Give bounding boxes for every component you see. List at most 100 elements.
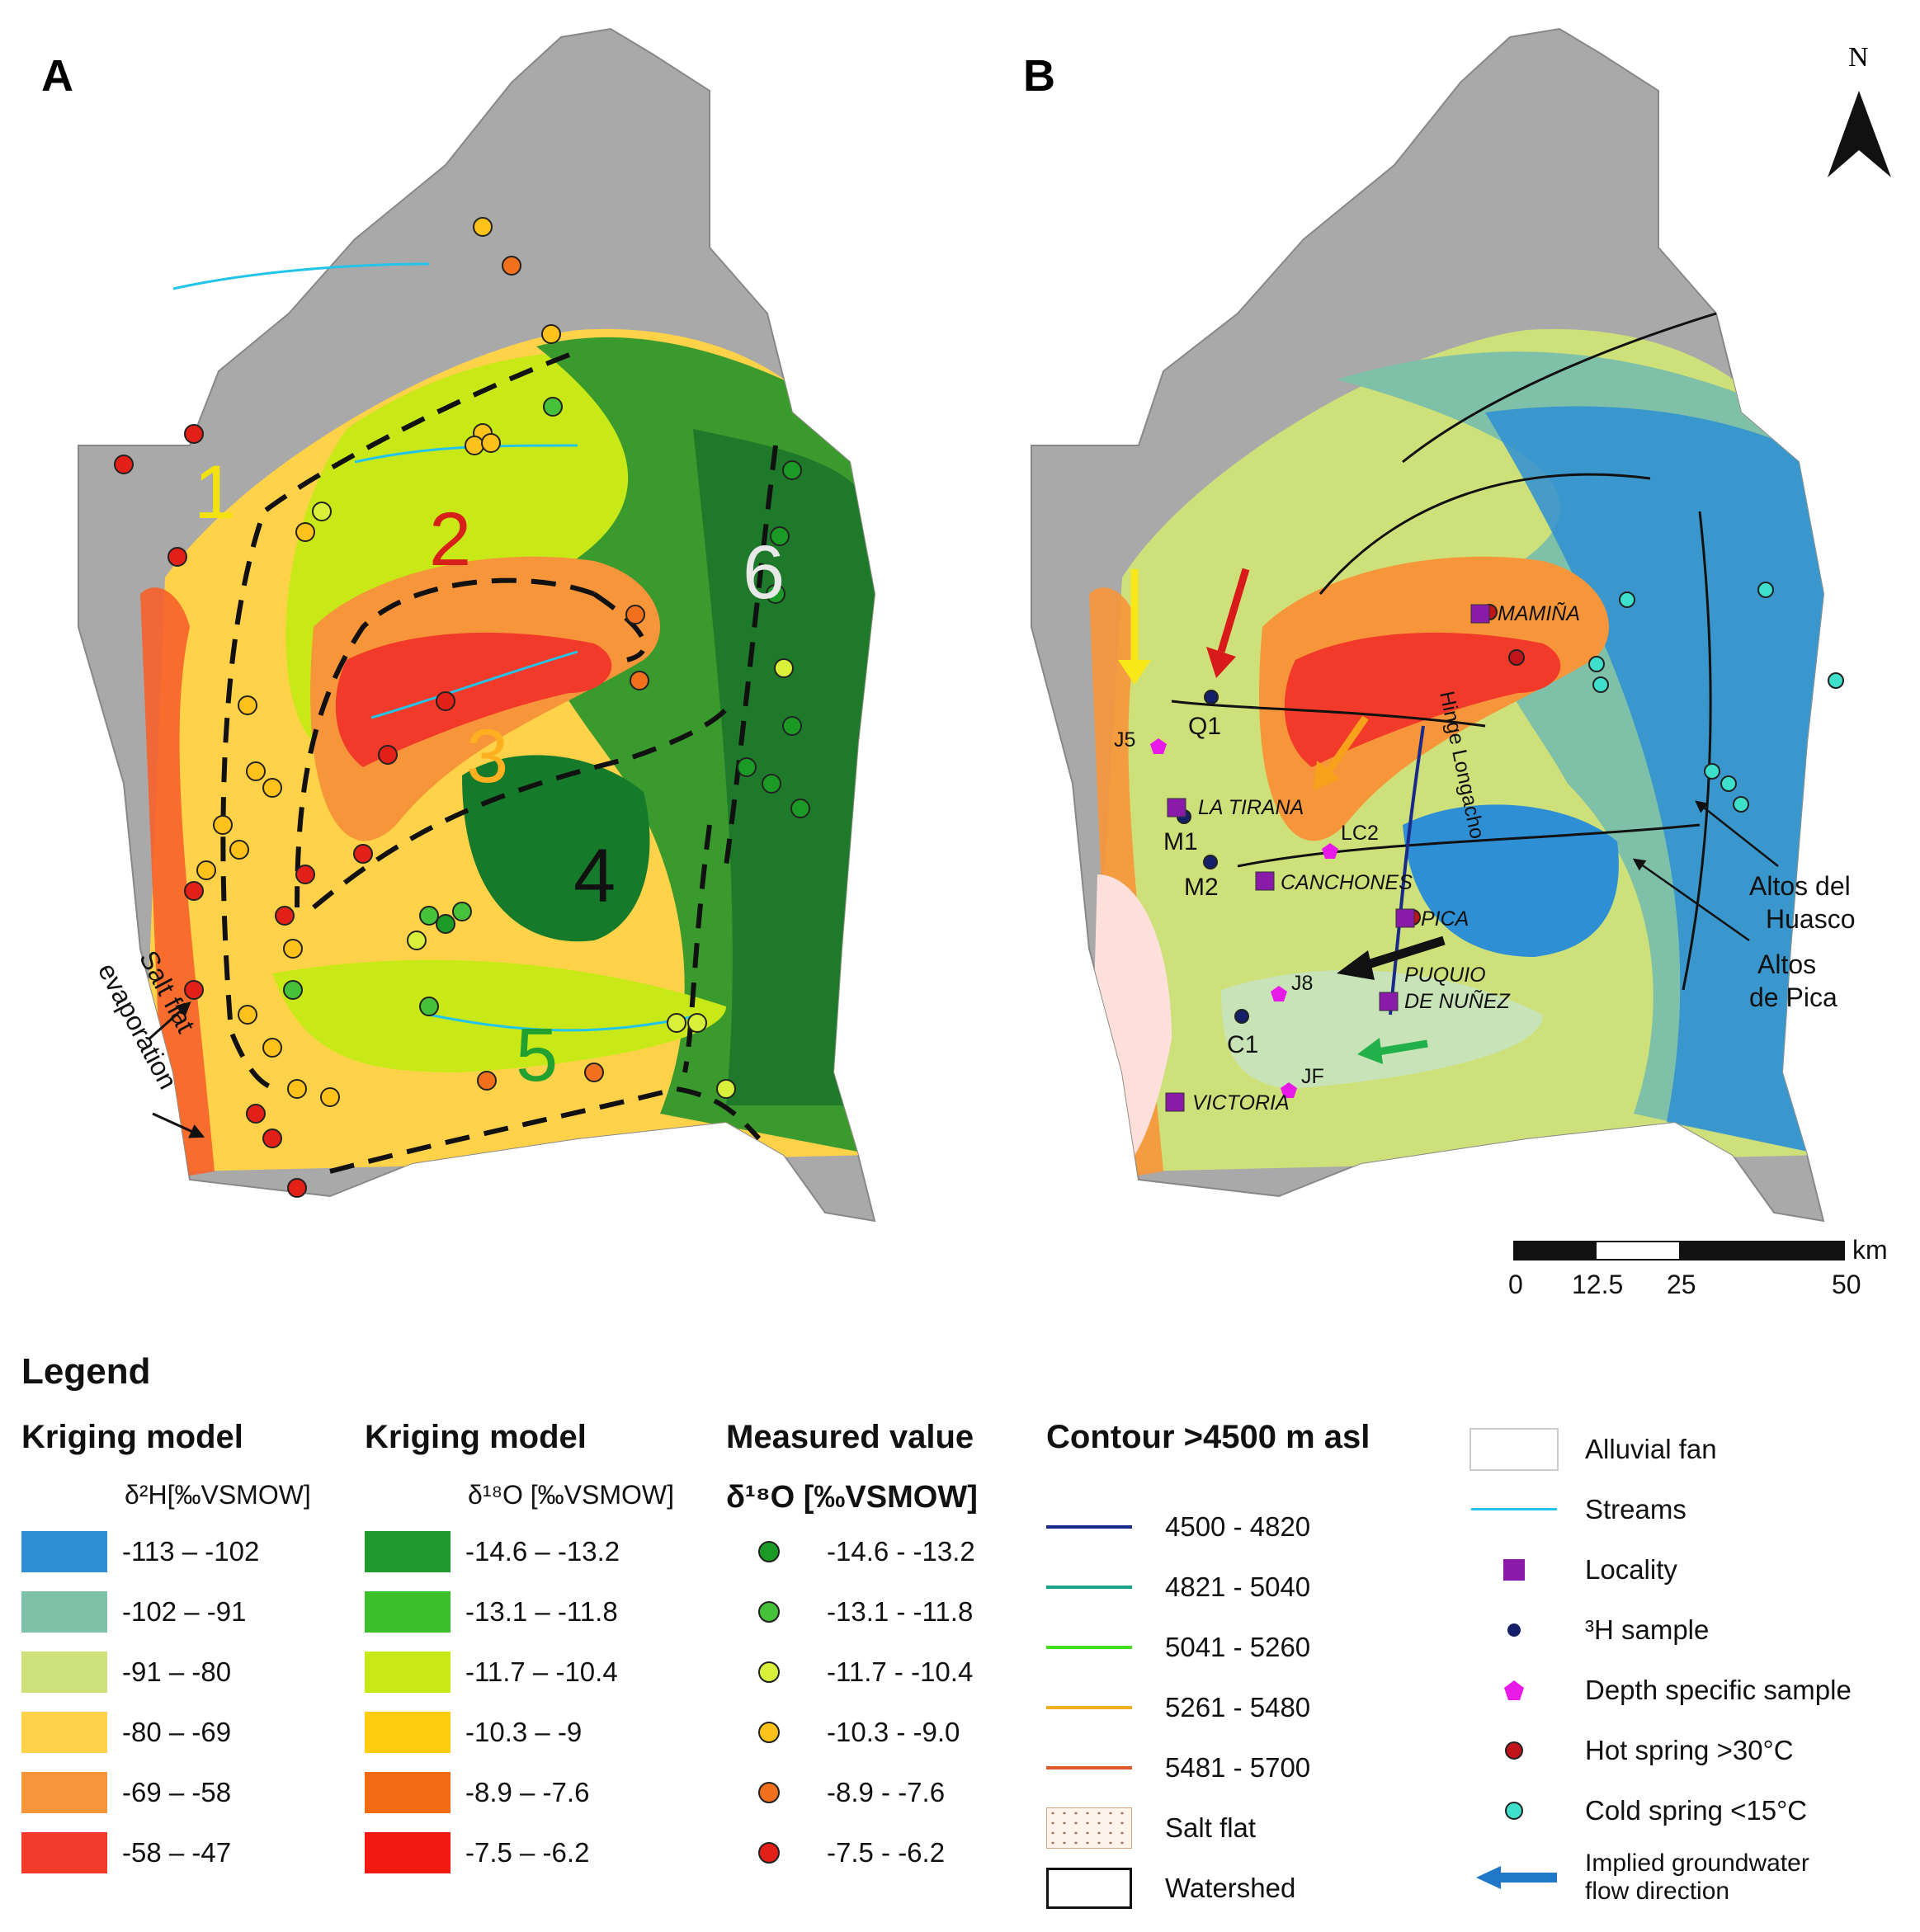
scale-unit: km [1852, 1235, 1888, 1265]
legend-kriging-d2h: Kriging model δ²H[‰VSMOW] -113 – -102 -1… [21, 1419, 311, 1883]
flow-direction-arrow-icon [1476, 1866, 1557, 1889]
locality-canchones: CANCHONES [1281, 871, 1413, 894]
label-d18o-2: -13.1 – -11.8 [465, 1595, 618, 1627]
north-arrow: N [1828, 42, 1891, 177]
swatch-d2h-3 [21, 1651, 107, 1693]
label-measured-4: -10.3 - -9.0 [827, 1716, 960, 1747]
sample-m1: M1 [1163, 828, 1198, 855]
locality-victoria: VICTORIA [1192, 1091, 1290, 1114]
legend-kriging-d2h-sub: δ²H[‰VSMOW] [125, 1480, 311, 1510]
north-label: N [1848, 42, 1869, 73]
locality-icon [1503, 1558, 1525, 1581]
salt-flat-swatch [1046, 1807, 1132, 1849]
flow-arrow-orange [1314, 715, 1369, 790]
label-contour-4: 5261 - 5480 [1165, 1691, 1311, 1722]
zone-label-2: 2 [429, 497, 471, 582]
scale-tick-50: 50 [1832, 1270, 1861, 1299]
streams-swatch [1471, 1508, 1557, 1510]
watershed-swatch [1046, 1867, 1132, 1909]
point-measured-5 [758, 1781, 780, 1803]
point-measured-3 [758, 1661, 780, 1683]
swatch-d18o-4 [365, 1711, 451, 1753]
altos-pica-label-2: de Pica [1749, 982, 1837, 1012]
legend-measured-header: Measured value [726, 1419, 974, 1455]
swatch-d2h-6 [21, 1831, 107, 1873]
swatch-d18o-3 [365, 1651, 451, 1693]
label-d2h-4: -80 – -69 [122, 1716, 232, 1747]
legend-measured: Measured value δ¹⁸O [‰VSMOW] -14.6 - -13… [726, 1419, 978, 1883]
label-d18o-6: -7.5 – -6.2 [465, 1836, 590, 1868]
flow-arrow-green [1357, 1038, 1428, 1064]
label-contour-3: 5041 - 5260 [1165, 1631, 1311, 1662]
swatch-d18o-6 [365, 1831, 451, 1873]
locality-pica: PICA [1421, 907, 1469, 931]
contour-line-1 [1046, 1524, 1132, 1529]
contour-line-5 [1046, 1765, 1132, 1769]
flow-arrow-black [1337, 935, 1446, 980]
panel-b-map: Hinge Longacho [1023, 27, 1856, 1223]
label-depth-sample: Depth specific sample [1585, 1674, 1852, 1705]
zone-label-6: 6 [743, 530, 785, 615]
swatch-d2h-2 [21, 1590, 107, 1633]
label-tritium-sample: ³H sample [1585, 1614, 1710, 1645]
zone-label-1: 1 [194, 450, 236, 535]
label-salt-flat: Salt flat [1165, 1812, 1257, 1843]
swatch-d18o-1 [365, 1530, 451, 1572]
legend-kriging-d18o: Kriging model δ¹⁸O [‰VSMOW] -14.6 – -13.… [365, 1419, 674, 1883]
label-d18o-1: -14.6 – -13.2 [465, 1535, 620, 1567]
legend-kriging-d18o-header: Kriging model [365, 1419, 587, 1455]
swatch-d18o-5 [365, 1771, 451, 1813]
label-streams: Streams [1585, 1493, 1686, 1524]
label-d2h-5: -69 – -58 [122, 1776, 232, 1807]
scale-bar: km 0 12.5 25 50 [1508, 1235, 1888, 1299]
altos-huasco-label-2: Huasco [1766, 904, 1856, 934]
label-alluvial-fan: Alluvial fan [1585, 1433, 1717, 1464]
label-measured-3: -11.7 - -10.4 [827, 1656, 974, 1687]
label-watershed: Watershed [1165, 1872, 1296, 1903]
scale-tick-0: 0 [1508, 1270, 1523, 1299]
sample-q1: Q1 [1188, 713, 1221, 740]
altos-huasco-label-1: Altos del [1749, 871, 1851, 901]
swatch-d2h-1 [21, 1530, 107, 1572]
depth-sample-icon [1504, 1680, 1524, 1700]
zone-label-4: 4 [573, 834, 616, 918]
hot-spring-icon [1505, 1741, 1523, 1760]
point-measured-4 [758, 1721, 780, 1743]
maps-figure: 1 2 3 4 5 6 Salt flat evaporation A [41, 27, 1891, 1299]
label-d18o-4: -10.3 – -9 [465, 1716, 583, 1747]
swatch-d18o-2 [365, 1590, 451, 1633]
label-contour-1: 4500 - 4820 [1165, 1510, 1311, 1542]
swatch-d2h-4 [21, 1711, 107, 1753]
scale-tick-25: 25 [1667, 1270, 1696, 1299]
label-d18o-3: -11.7 – -10.4 [465, 1656, 618, 1687]
label-measured-6: -7.5 - -6.2 [827, 1836, 946, 1868]
legend: Legend Kriging model δ²H[‰VSMOW] -113 – … [0, 1336, 1920, 1932]
sample-lc2: LC2 [1341, 822, 1379, 845]
flow-arrow-yellow [1118, 569, 1151, 685]
label-d2h-2: -102 – -91 [122, 1595, 247, 1627]
legend-title: Legend [21, 1351, 151, 1392]
locality-puquio: PUQUIO [1404, 964, 1486, 987]
cold-spring-icon [1505, 1801, 1523, 1820]
label-d2h-1: -113 – -102 [122, 1535, 260, 1567]
locality-de-nunez: DE NUÑEZ [1404, 989, 1511, 1013]
label-measured-1: -14.6 - -13.2 [827, 1535, 975, 1567]
scale-tick-12-5: 12.5 [1572, 1270, 1623, 1299]
sample-jf: JF [1301, 1065, 1324, 1088]
contour-line-4 [1046, 1705, 1132, 1709]
legend-contour: Contour >4500 m asl 4500 - 4820 4821 - 5… [1046, 1419, 1370, 1918]
flow-arrow-red [1206, 568, 1250, 678]
locality-mamina: MAMIÑA [1498, 601, 1580, 625]
altos-pica-label-1: Altos [1757, 950, 1816, 979]
alluvial-fan-swatch [1469, 1427, 1559, 1471]
contour-line-3 [1046, 1645, 1132, 1649]
label-measured-2: -13.1 - -11.8 [827, 1595, 974, 1627]
label-locality: Locality [1585, 1553, 1677, 1585]
label-d18o-5: -8.9 – -7.6 [465, 1776, 590, 1807]
legend-symbols: Alluvial fan Streams Locality ³H sample … [1465, 1419, 1852, 1915]
sample-m2: M2 [1184, 874, 1219, 901]
panel-a-map: 1 2 3 4 5 6 Salt flat evaporation A [41, 27, 876, 1223]
sample-j5: J5 [1114, 728, 1135, 752]
panel-a-letter: A [41, 51, 73, 101]
swatch-d2h-5 [21, 1771, 107, 1813]
